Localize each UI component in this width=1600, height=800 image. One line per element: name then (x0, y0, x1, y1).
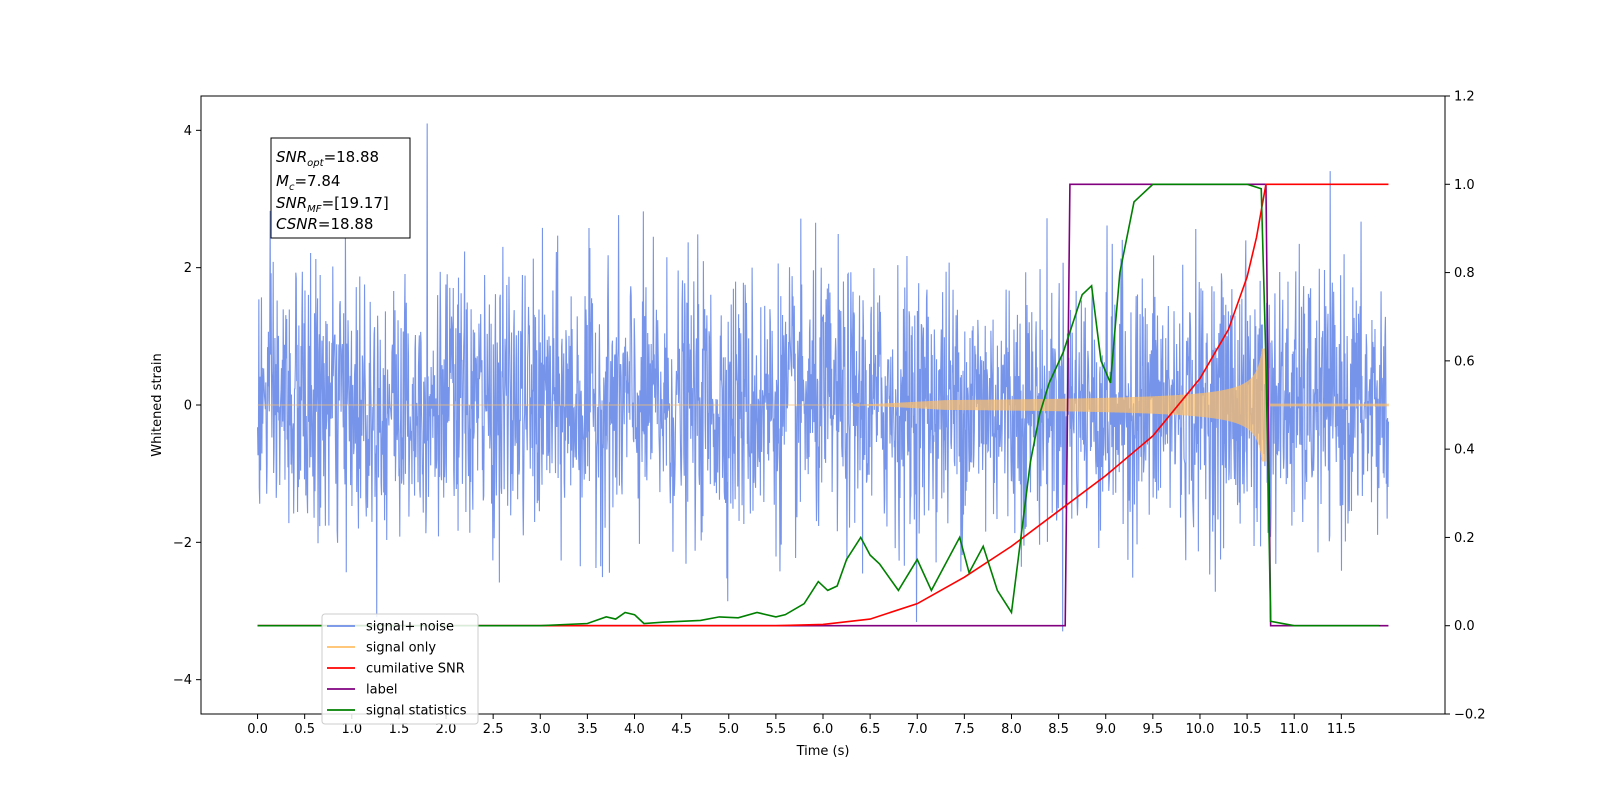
legend-label: label (366, 683, 397, 698)
x-tick-label: 4.0 (624, 722, 645, 737)
x-tick-label: 5.5 (766, 722, 787, 737)
series-signal-statistics (257, 183, 1380, 627)
y-axis-label: Whitened strain (150, 353, 165, 456)
x-axis-ticks: 0.0 0.5 1.0 1.5 2.0 2.5 3.0 3.5 4.0 4.5 5.0 5.5 6.0 6… (247, 714, 1356, 737)
x-tick-label: 7.0 (907, 722, 928, 737)
annotation-line-snr-opt: SNRopt=18.88 (276, 148, 379, 169)
x-tick-label: 11.0 (1280, 722, 1309, 737)
x-tick-label: 9.0 (1095, 722, 1116, 737)
series-cumulative-snr (257, 183, 1389, 627)
left-y-tick-label: −2 (173, 536, 192, 551)
series-signal-only (257, 348, 1389, 462)
legend-label: signal statistics (366, 704, 467, 719)
right-y-tick-label: 0.2 (1454, 531, 1475, 546)
x-tick-label: 6.0 (813, 722, 834, 737)
left-y-tick-label: 4 (184, 124, 192, 139)
right-y-tick-label: 1.0 (1454, 178, 1475, 193)
legend-label: cumilative SNR (366, 662, 465, 677)
series-signal-plus-noise (257, 123, 1389, 632)
x-tick-label: 0.5 (294, 722, 315, 737)
x-axis-label: Time (s) (796, 744, 850, 759)
x-tick-label: 6.5 (860, 722, 881, 737)
x-tick-label: 4.5 (671, 722, 692, 737)
x-tick-label: 1.5 (389, 722, 410, 737)
right-y-tick-label: −0.2 (1454, 708, 1486, 723)
x-tick-label: 5.0 (718, 722, 739, 737)
x-tick-label: 3.5 (577, 722, 598, 737)
x-tick-label: 2.5 (483, 722, 504, 737)
legend: signal+ noise signal only cumilative SNR la… (321, 613, 479, 725)
left-y-tick-label: 2 (184, 261, 192, 276)
x-tick-label: 2.0 (436, 722, 457, 737)
right-y-tick-label: 0.0 (1454, 619, 1475, 634)
x-tick-label: 8.5 (1048, 722, 1069, 737)
x-tick-label: 8.0 (1001, 722, 1022, 737)
annotation-line-csnr: CSNR=18.88 (276, 215, 373, 233)
x-tick-label: 10.5 (1233, 722, 1262, 737)
annotation-box: SNRopt=18.88 Mc=7.84 SNRMF=[19.17] CSNR=… (270, 137, 411, 239)
right-y-tick-label: 0.8 (1454, 266, 1475, 281)
left-y-tick-label: −4 (173, 673, 192, 688)
right-y-tick-label: 0.4 (1454, 443, 1475, 458)
right-y-tick-label: 0.6 (1454, 354, 1475, 369)
x-tick-label: 7.5 (954, 722, 975, 737)
left-y-tick-label: 0 (184, 399, 192, 414)
x-tick-label: 11.5 (1327, 722, 1356, 737)
right-y-axis-ticks: 1.2 1.0 0.8 0.6 0.4 0.2 0.0 −0.2 (1445, 90, 1486, 723)
left-y-axis-ticks: 4 2 0 −2 −4 (173, 124, 201, 688)
legend-label: signal only (366, 641, 436, 656)
x-tick-label: 0.0 (247, 722, 268, 737)
annotation-line-snr-mf: SNRMF=[19.17] (276, 194, 389, 215)
x-tick-label: 3.0 (530, 722, 551, 737)
x-tick-label: 10.0 (1185, 722, 1214, 737)
legend-label: signal+ noise (366, 620, 454, 635)
x-tick-label: 1.0 (341, 722, 362, 737)
annotation-line-mc: Mc=7.84 (276, 172, 340, 193)
right-y-tick-label: 1.2 (1454, 90, 1475, 105)
x-tick-label: 9.5 (1143, 722, 1164, 737)
